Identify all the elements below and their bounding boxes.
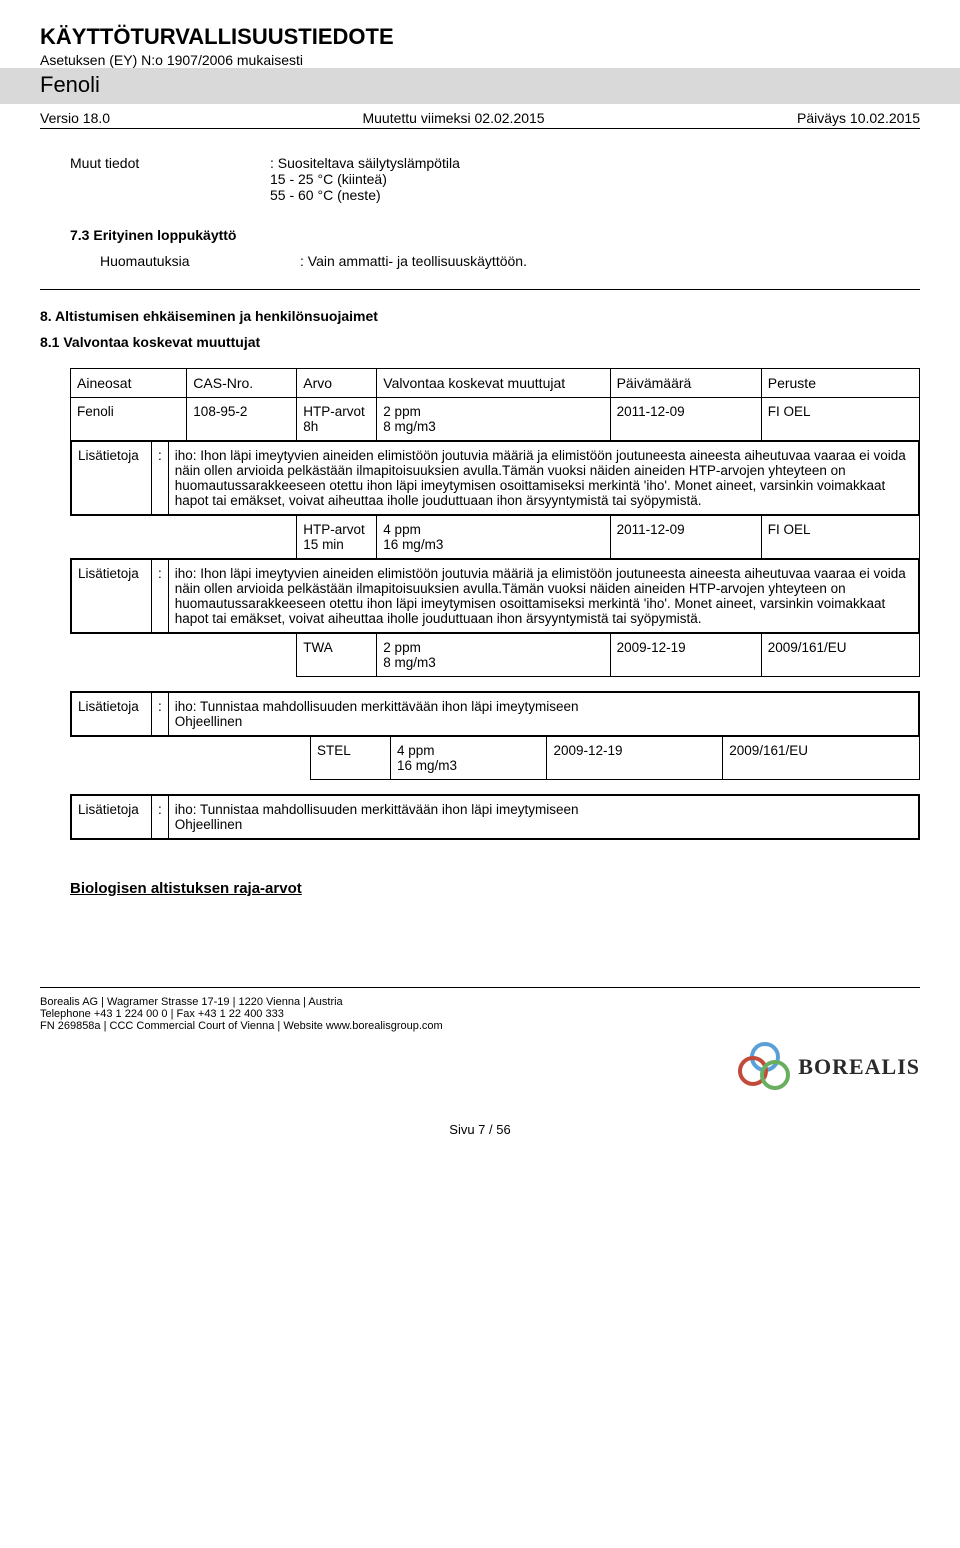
col-paivamaara: Päivämäärä: [610, 369, 761, 398]
other-info-value: : Suositeltava säilytyslämpötila 15 - 25…: [270, 155, 460, 203]
table-row: HTP-arvot 15 min 4 ppm 16 mg/m3 2011-12-…: [71, 516, 920, 559]
more-text-2: iho: Ihon läpi imeytyvien aineiden elimi…: [168, 560, 918, 633]
other-info-row: Muut tiedot : Suositeltava säilytyslämpö…: [70, 155, 920, 203]
dated-label: Päiväys 10.02.2015: [797, 110, 920, 126]
version-label: Versio 18.0: [40, 110, 110, 126]
version-row: Versio 18.0 Muutettu viimeksi 02.02.2015…: [40, 104, 920, 129]
col-cas: CAS-Nro.: [187, 369, 297, 398]
col-aineosat: Aineosat: [71, 369, 187, 398]
colon: :: [152, 796, 169, 839]
cell-date1: 2011-12-09: [610, 398, 761, 441]
exposure-table-2: Lisätietoja : iho: Tunnistaa mahdollisuu…: [70, 691, 920, 780]
logo-text: BOREALIS: [798, 1054, 920, 1080]
cell-date3: 2009-12-19: [610, 634, 761, 677]
colon: :: [152, 560, 169, 633]
notes-row: Huomautuksia : Vain ammatti- ja teollisu…: [100, 253, 920, 269]
cell-stel: STEL: [311, 737, 391, 780]
section-7-3-heading: 7.3 Erityinen loppukäyttö: [70, 227, 920, 243]
page-footer: Borealis AG | Wagramer Strasse 17-19 | 1…: [40, 987, 920, 1137]
table-row: STEL 4 ppm 16 mg/m3 2009-12-19 2009/161/…: [71, 737, 920, 780]
more-label: Lisätietoja: [72, 560, 152, 633]
cell-val4: 4 ppm 16 mg/m3: [391, 737, 547, 780]
cell-val2: 4 ppm 16 mg/m3: [377, 516, 610, 559]
col-valvontaa: Valvontaa koskevat muuttujat: [377, 369, 610, 398]
notes-label: Huomautuksia: [100, 253, 300, 269]
more-label: Lisätietoja: [72, 796, 152, 839]
page-header: KÄYTTÖTURVALLISUUSTIEDOTE Asetuksen (EY)…: [40, 24, 920, 129]
doc-subtitle: Asetuksen (EY) N:o 1907/2006 mukaisesti: [40, 52, 920, 68]
cell-cas: 108-95-2: [187, 398, 297, 441]
more-text-3: iho: Tunnistaa mahdollisuuden merkittävä…: [168, 693, 918, 736]
cell-basis2: FI OEL: [761, 516, 919, 559]
cell-val3: 2 ppm 8 mg/m3: [377, 634, 610, 677]
cell-date2: 2011-12-09: [610, 516, 761, 559]
exposure-table-3: Lisätietoja : iho: Tunnistaa mahdollisuu…: [70, 794, 920, 840]
colon: :: [152, 442, 169, 515]
col-peruste: Peruste: [761, 369, 919, 398]
cell-basis1: FI OEL: [761, 398, 919, 441]
cell-htp15: HTP-arvot 15 min: [297, 516, 377, 559]
table-info-row: Lisätietoja : iho: Ihon läpi imeytyvien …: [71, 559, 920, 634]
doc-title: KÄYTTÖTURVALLISUUSTIEDOTE: [40, 24, 920, 50]
modified-label: Muutettu viimeksi 02.02.2015: [362, 110, 544, 126]
more-text-4: iho: Tunnistaa mahdollisuuden merkittävä…: [168, 796, 918, 839]
footer-line-1: Borealis AG | Wagramer Strasse 17-19 | 1…: [40, 996, 920, 1008]
table-info-row: Lisätietoja : iho: Tunnistaa mahdollisuu…: [71, 692, 920, 737]
cell-basis4: 2009/161/EU: [723, 737, 920, 780]
table-row: TWA 2 ppm 8 mg/m3 2009-12-19 2009/161/EU: [71, 634, 920, 677]
cell-basis3: 2009/161/EU: [761, 634, 919, 677]
more-text-1: iho: Ihon läpi imeytyvien aineiden elimi…: [168, 442, 918, 515]
divider: [40, 289, 920, 290]
cell-date4: 2009-12-19: [547, 737, 723, 780]
topic: Fenoli: [40, 72, 920, 102]
bio-heading: Biologisen altistuksen raja-arvot: [70, 880, 920, 897]
footer-line-3: FN 269858a | CCC Commercial Court of Vie…: [40, 1020, 920, 1032]
table-header-row: Aineosat CAS-Nro. Arvo Valvontaa koskeva…: [71, 369, 920, 398]
col-arvo: Arvo: [297, 369, 377, 398]
cell-fenoli: Fenoli: [71, 398, 187, 441]
page-number: Sivu 7 / 56: [40, 1122, 920, 1137]
more-label: Lisätietoja: [72, 693, 152, 736]
cell-htp8h: HTP-arvot 8h: [297, 398, 377, 441]
borealis-logo: BOREALIS: [738, 1042, 920, 1092]
table-info-row: Lisätietoja : iho: Tunnistaa mahdollisuu…: [71, 795, 920, 840]
cell-val1: 2 ppm 8 mg/m3: [377, 398, 610, 441]
table-info-row: Lisätietoja : iho: Ihon läpi imeytyvien …: [71, 441, 920, 516]
cell-twa: TWA: [297, 634, 377, 677]
other-info-label: Muut tiedot: [70, 155, 270, 203]
colon: :: [152, 693, 169, 736]
topic-band: Fenoli: [0, 68, 960, 104]
table-row: Fenoli 108-95-2 HTP-arvot 8h 2 ppm 8 mg/…: [71, 398, 920, 441]
section-8-1-heading: 8.1 Valvontaa koskevat muuttujat: [40, 334, 920, 350]
footer-line-2: Telephone +43 1 224 00 0 | Fax +43 1 22 …: [40, 1008, 920, 1020]
logo-icon: [738, 1042, 788, 1092]
exposure-table: Aineosat CAS-Nro. Arvo Valvontaa koskeva…: [70, 368, 920, 677]
section-8-heading: 8. Altistumisen ehkäiseminen ja henkilön…: [40, 308, 920, 324]
more-label: Lisätietoja: [72, 442, 152, 515]
notes-value: : Vain ammatti- ja teollisuuskäyttöön.: [300, 253, 527, 269]
